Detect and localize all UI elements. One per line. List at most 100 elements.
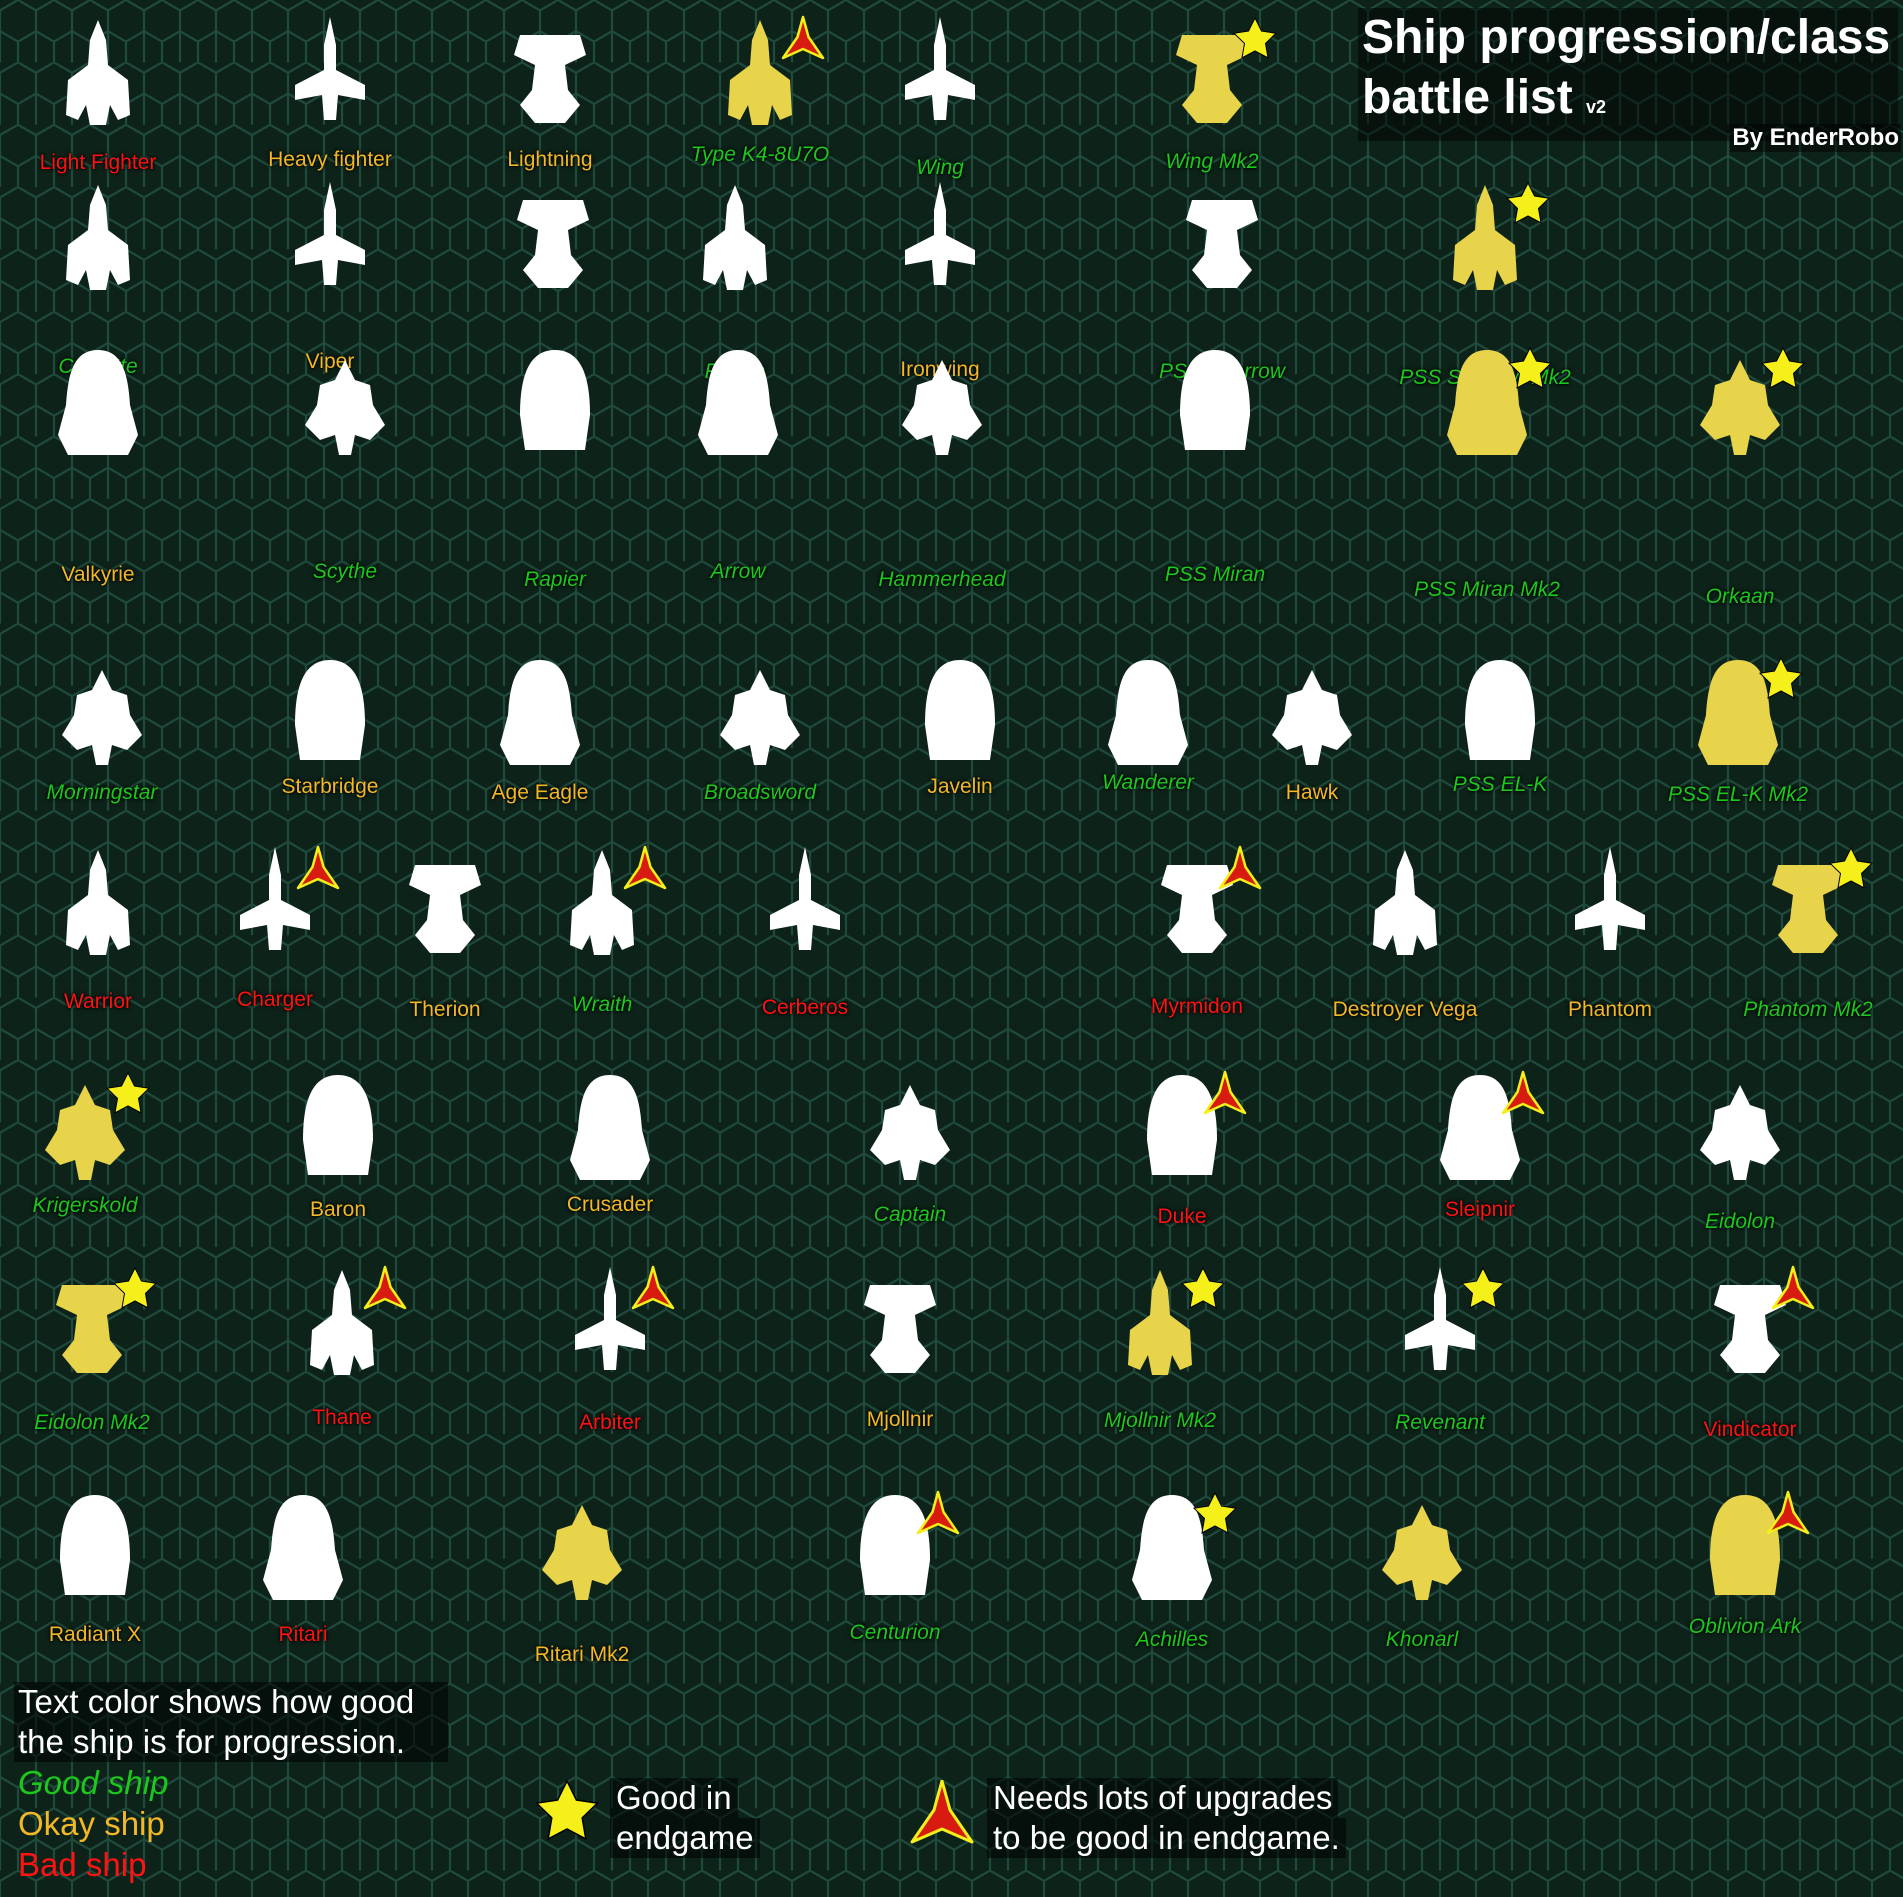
ship-card-pss-el-k-mk2: PSS EL-K Mk2 (1668, 656, 1808, 806)
ship-card-ritari: Ritari (263, 1495, 343, 1646)
broadsword-silhouette-icon (720, 670, 800, 765)
ship-name-label: Mjollnir Mk2 (1103, 1409, 1217, 1432)
title-line-1: Ship progression/class (1362, 11, 1891, 64)
morningstar-silhouette-icon (62, 670, 142, 765)
ship-card-javelin: Javelin (925, 660, 995, 798)
valkyrie-silhouette-icon (58, 350, 138, 455)
ship-card-khonarl: Khonarl (1382, 1505, 1462, 1651)
ship-card-broadsword: Broadsword (704, 670, 816, 804)
ship-name-label: Arrow (710, 560, 766, 583)
rapier-silhouette-icon (520, 350, 590, 450)
ship-name-label: Myrmidon (1150, 995, 1244, 1018)
yellow-star-icon (1758, 656, 1804, 699)
ship-card-phantom-mk2: Phantom Mk2 (1743, 846, 1874, 1021)
ship-name-label: Charger (237, 988, 313, 1011)
yellow-star-icon (1760, 346, 1806, 389)
raven-silhouette-icon (703, 185, 767, 290)
ship-card-centurion: Centurion (849, 1490, 960, 1644)
ship-name-label: Type K4-8U7O (690, 143, 830, 166)
ship-card-thane: Thane (310, 1265, 407, 1429)
ship-name-label: Hammerhead (878, 568, 1006, 591)
ship-card-hammerhead: Hammerhead (878, 360, 1006, 591)
ship-name-label: PSS EL-K (1452, 773, 1548, 796)
ship-name-label: Wanderer (1102, 771, 1194, 794)
mjollnir-silhouette-icon (864, 1285, 936, 1373)
ship-name-label: Wing Mk2 (1165, 150, 1259, 173)
red-star-legend-line-2: to be good in endgame. (987, 1818, 1346, 1858)
red-star-icon (916, 1490, 960, 1535)
krigerskold-silhouette-icon (45, 1085, 125, 1180)
yellow-star-icon (1507, 346, 1553, 389)
red-star-icon (1771, 1265, 1815, 1310)
ship-card-destroyer-vega: Destroyer Vega (1333, 850, 1477, 1021)
ship-card-therion: Therion (409, 865, 481, 1021)
ship-name-label: Javelin (927, 775, 993, 798)
ship-card-vindicator: Vindicator (1703, 1265, 1815, 1441)
ship-name-label: Light Fighter (39, 151, 157, 174)
ship-card-mjollnir: Mjollnir (864, 1285, 936, 1431)
wraith-silhouette-icon (570, 850, 634, 955)
red-star-icon (1766, 1490, 1810, 1535)
version-tag: v2 (1586, 97, 1607, 117)
pss-miran-silhouette-icon (1180, 350, 1250, 450)
ship-card-viper: Viper (295, 182, 365, 373)
ship-name-label: Hawk (1285, 781, 1339, 804)
yellow-star-icon (534, 1779, 600, 1841)
ship-name-label: Wraith (571, 993, 633, 1016)
ship-card-radiant-x: Radiant X (49, 1495, 141, 1646)
therion-silhouette-icon (409, 865, 481, 953)
revenant-silhouette-icon (1405, 1267, 1475, 1370)
ship-card-captain: Captain (870, 1085, 950, 1226)
red-star-icon (363, 1265, 407, 1310)
ship-card-pss-miran: PSS Miran (1165, 350, 1265, 586)
yellow-star-legend-line-2: endgame (610, 1818, 760, 1858)
ship-name-label: Cerberos (761, 996, 849, 1019)
ship-name-label: Orkaan (1705, 585, 1775, 608)
red-star-icon (1218, 845, 1262, 890)
pss-el-k-mk2-silhouette-icon (1698, 660, 1778, 765)
ship-card-wing-mk2: Wing Mk2 (1165, 16, 1278, 173)
ship-name-label: Wing (916, 156, 964, 179)
ship-card-pss-sparrow-mk2: PSS Sparrow Mk2 (1399, 181, 1571, 389)
ship-card-orkaan: Orkaan (1700, 346, 1806, 608)
crusader-silhouette-icon (570, 1075, 650, 1180)
light-fighter-silhouette-icon (66, 20, 130, 125)
ship-card-eidolon-mk2: Eidolon Mk2 (34, 1266, 158, 1434)
ship-card-arbiter: Arbiter (575, 1265, 675, 1434)
sleipnir-silhouette-icon (1440, 1075, 1520, 1180)
centurion-silhouette-icon (860, 1495, 930, 1595)
ship-card-wing: Wing (905, 17, 975, 179)
ship-name-label: Mjollnir (866, 1408, 934, 1431)
ship-name-label: Warrior (63, 990, 133, 1013)
ship-name-label: Destroyer Vega (1332, 998, 1478, 1021)
ship-name-label: Ritari Mk2 (534, 1643, 630, 1666)
ship-card-pss-el-k: PSS EL-K (1453, 660, 1547, 796)
charger-silhouette-icon (240, 847, 310, 950)
ship-card-achilles: Achilles (1132, 1491, 1238, 1651)
ship-card-rapier: Rapier (520, 350, 590, 591)
ship-card-type-k4: Type K4-8U7O (691, 15, 829, 166)
ship-card-starbridge: Starbridge (282, 660, 378, 798)
ship-card-cerberos: Cerberos (762, 847, 848, 1019)
ship-name-label: PSS EL-K Mk2 (1667, 783, 1809, 806)
dart-silhouette-icon (517, 200, 589, 288)
ship-name-label: Thane (312, 1406, 372, 1429)
ship-card-scythe: Scythe (305, 360, 385, 583)
ship-name-label: Vindicator (1703, 1418, 1797, 1441)
lightning-silhouette-icon (514, 35, 586, 123)
ship-card-wraith: Wraith (570, 845, 667, 1016)
yellow-star-icon (1505, 181, 1551, 224)
wanderer-silhouette-icon (1108, 660, 1188, 765)
ship-card-pss-sparrow: PSS Sparrow (1159, 200, 1285, 383)
pss-sparrow-mk2-silhouette-icon (1453, 185, 1517, 290)
ship-name-label: Starbridge (281, 775, 379, 798)
yellow-star-legend-line-1: Good in (610, 1778, 738, 1818)
ship-name-label: Lightning (507, 148, 593, 171)
pss-el-k-silhouette-icon (1465, 660, 1535, 760)
ship-name-label: Valkyrie (61, 563, 135, 586)
ship-name-label: Arbiter (579, 1411, 641, 1434)
vindicator-silhouette-icon (1714, 1285, 1786, 1373)
red-star-icon (623, 845, 667, 890)
mjollnir-mk2-silhouette-icon (1128, 1270, 1192, 1375)
ship-name-label: Phantom Mk2 (1743, 998, 1873, 1021)
